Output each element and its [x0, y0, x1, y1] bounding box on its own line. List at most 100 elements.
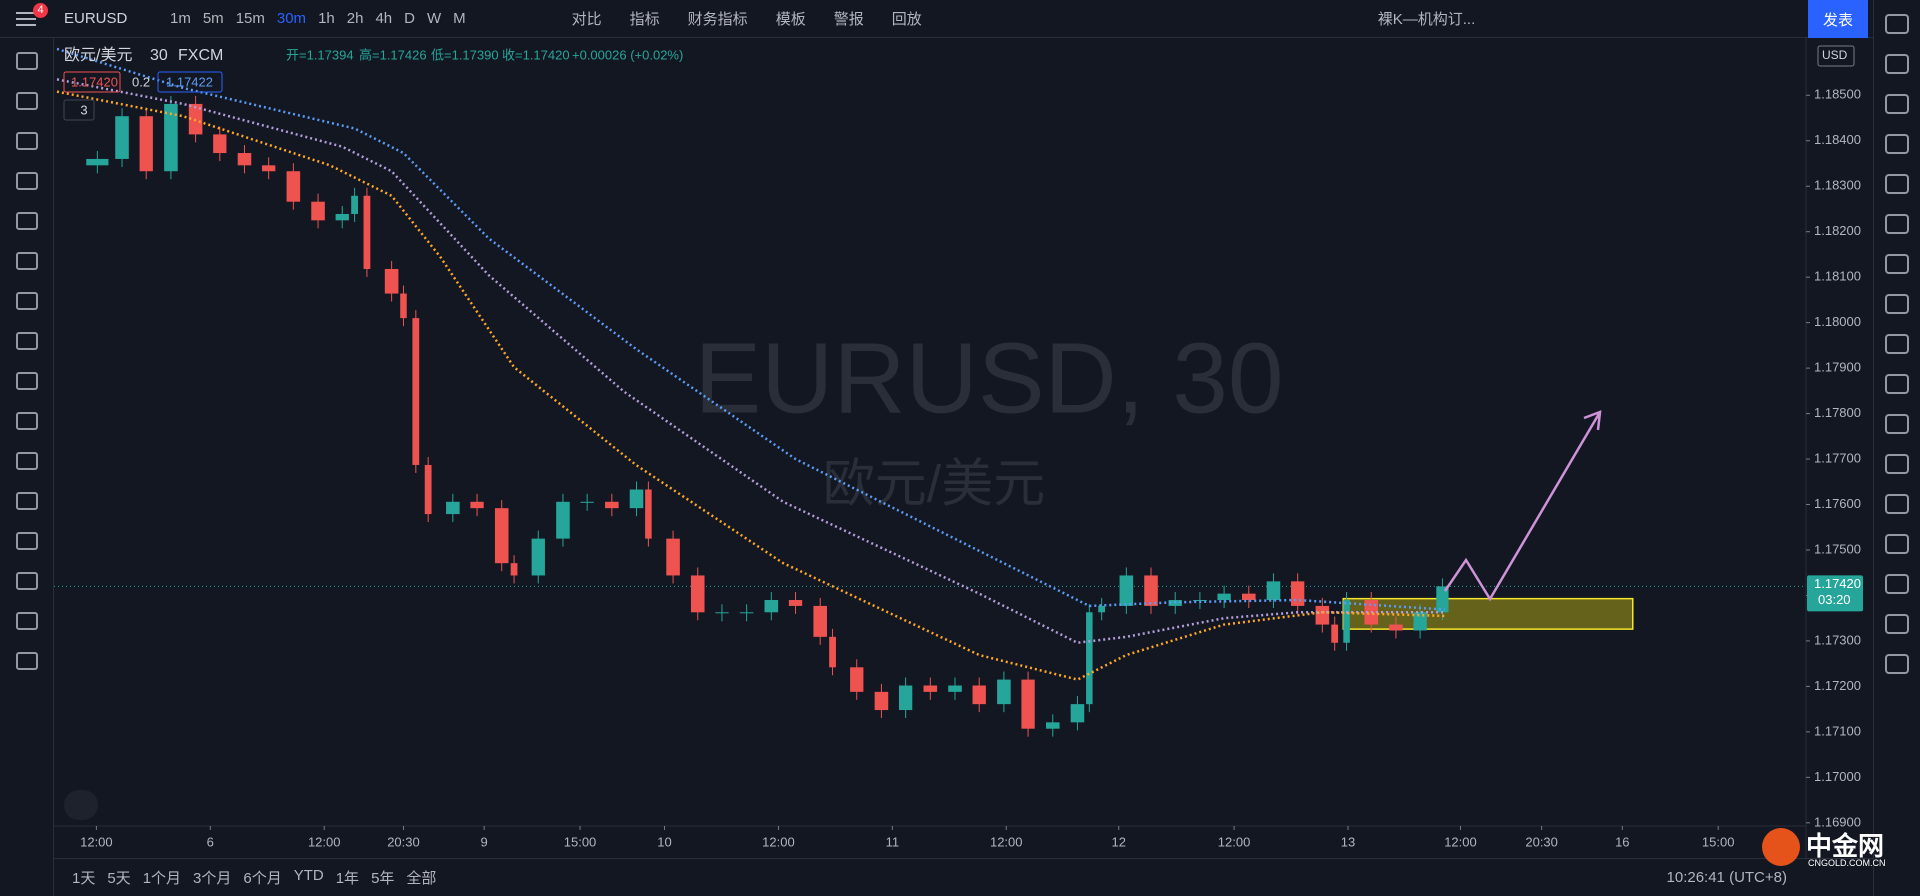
interval[interactable]: 30m — [276, 10, 307, 27]
x-tick-label: 15:00 — [1702, 834, 1735, 849]
tool-icon[interactable] — [15, 652, 38, 670]
sidebar-icon[interactable] — [1885, 54, 1909, 74]
tool-icon[interactable] — [15, 492, 38, 510]
tool-icon[interactable] — [15, 212, 38, 230]
interval[interactable]: 1h — [318, 10, 335, 27]
y-tick-label: 1.17700 — [1814, 450, 1861, 465]
x-tick-label: 12:00 — [1444, 834, 1477, 849]
tool-icon[interactable] — [15, 612, 38, 630]
tool-icon[interactable] — [15, 372, 38, 390]
sidebar-icon[interactable] — [1885, 374, 1909, 394]
interval[interactable]: 4h — [375, 10, 393, 27]
y-tick-label: 1.18400 — [1814, 132, 1861, 147]
range[interactable]: 5天 — [107, 870, 131, 887]
candle-body — [829, 636, 836, 668]
candle-body — [788, 600, 803, 606]
sidebar-icon[interactable] — [1885, 334, 1909, 354]
range[interactable]: 全部 — [406, 870, 437, 887]
legend-text: 高=1.17426 — [359, 47, 427, 62]
sidebar-icon[interactable] — [1885, 574, 1909, 594]
range[interactable]: 1年 — [335, 870, 360, 887]
interval[interactable]: D — [404, 10, 415, 27]
y-tick-label: 1.17100 — [1814, 723, 1861, 738]
candle-body — [531, 538, 545, 576]
range[interactable]: 1天 — [72, 870, 96, 887]
x-tick-label: 13 — [1341, 834, 1355, 849]
interval[interactable]: W — [426, 10, 442, 27]
legend: 欧元/美元 30 FXCM 开=1.17394 高=1.17426 低=1.17390 收=… — [63, 46, 683, 121]
interval[interactable]: M — [453, 10, 466, 27]
sidebar-icon[interactable] — [1885, 414, 1909, 434]
toolbar-button[interactable]: 回放 — [891, 11, 922, 28]
tool-icon[interactable] — [15, 452, 38, 470]
countdown: 03:20 — [1818, 592, 1851, 607]
sidebar-icon[interactable] — [1885, 534, 1909, 554]
template[interactable]: 裸K—机构订... — [1377, 11, 1476, 28]
tool-icon[interactable] — [15, 172, 38, 190]
ranges: 1天 5天 1个月 3个月 6个月 YTD 1年 5年 全部 — [66, 867, 442, 888]
x-tick-label: 9 — [481, 834, 488, 849]
x-tick-label: 12:00 — [762, 834, 795, 849]
range[interactable]: YTD — [293, 867, 324, 884]
toolbar-button[interactable]: 模板 — [775, 11, 806, 28]
tool-icon[interactable] — [15, 252, 38, 270]
watermark: EURUSD, 30 — [694, 322, 1283, 434]
tool-icon[interactable] — [15, 412, 38, 430]
sidebar-icon[interactable] — [1885, 94, 1909, 114]
toolbar-button[interactable]: 对比 — [571, 11, 602, 28]
tool-icon[interactable] — [15, 572, 38, 590]
range[interactable]: 6个月 — [243, 870, 282, 887]
legend-text: FXCM — [178, 47, 223, 64]
sidebar-icon[interactable] — [1885, 174, 1909, 194]
candle-body — [86, 158, 109, 166]
interval[interactable]: 5m — [202, 10, 224, 27]
interval[interactable]: 1m — [170, 10, 191, 27]
symbol[interactable]: EURUSD — [64, 10, 128, 27]
menu[interactable]: 4 — [0, 0, 54, 38]
sidebar-icon[interactable] — [1885, 254, 1909, 274]
sidebar-icon[interactable] — [1885, 134, 1909, 154]
candle-body — [1193, 600, 1207, 602]
arrow-drawing — [1443, 410, 1602, 602]
publish[interactable]: 发表 — [1808, 0, 1868, 38]
tool-icon[interactable] — [15, 292, 38, 310]
tool-icon[interactable] — [15, 92, 38, 110]
currency-box — [1817, 45, 1855, 67]
candle-body — [948, 685, 962, 692]
currency: USD — [1822, 48, 1848, 62]
tool-icon[interactable] — [15, 52, 38, 70]
x-tick-label: 20:30 — [1525, 834, 1558, 849]
range[interactable]: 3个月 — [193, 870, 232, 887]
candle-body — [690, 575, 705, 613]
candle-body — [510, 563, 518, 576]
candle-body — [384, 268, 399, 294]
candle-body — [1098, 605, 1106, 613]
ask: 1.17422 — [166, 74, 213, 89]
toolbar-button[interactable]: 财务指标 — [687, 11, 748, 28]
tool-icon[interactable] — [15, 332, 38, 350]
tool-icon[interactable] — [15, 532, 38, 550]
tool-icon[interactable] — [15, 132, 38, 150]
range[interactable]: 5年 — [371, 870, 395, 887]
candle-body — [446, 501, 460, 515]
range[interactable]: 1个月 — [142, 870, 182, 887]
sidebar-icon[interactable] — [1885, 14, 1909, 34]
toolbar-button[interactable]: 指标 — [629, 11, 660, 28]
interval[interactable]: 15m — [235, 10, 265, 27]
sidebar-icon[interactable] — [1885, 214, 1909, 234]
interval[interactable]: 2h — [346, 10, 364, 27]
candle-body — [1242, 593, 1256, 601]
indicator-box — [63, 99, 95, 121]
candle-body — [1315, 605, 1330, 625]
toolbar-button[interactable]: 警报 — [833, 11, 864, 28]
moving-average — [56, 47, 1445, 611]
candle-body — [556, 501, 570, 539]
sidebar-icon[interactable] — [1885, 294, 1909, 314]
candle-body — [164, 103, 178, 172]
candle-body — [629, 489, 644, 509]
sidebar-icon[interactable] — [1885, 654, 1909, 674]
sidebar-icon[interactable] — [1885, 454, 1909, 474]
candle-body — [1021, 679, 1035, 729]
sidebar-icon[interactable] — [1885, 614, 1909, 634]
sidebar-icon[interactable] — [1885, 494, 1909, 514]
